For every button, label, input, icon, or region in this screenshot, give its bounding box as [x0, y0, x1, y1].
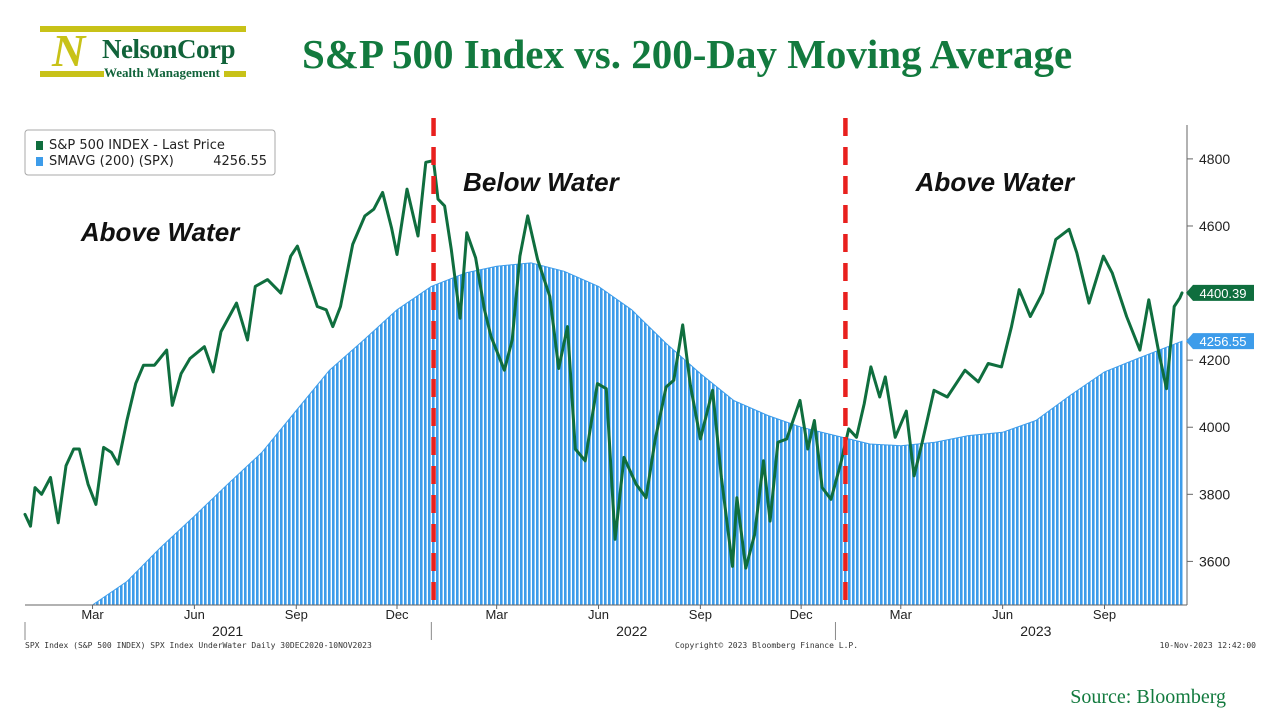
footer-center: Copyright© 2023 Bloomberg Finance L.P.	[675, 641, 858, 650]
sma-area	[90, 262, 1183, 606]
x-month-label: Sep	[285, 607, 308, 622]
y-tick-label: 4000	[1199, 419, 1230, 435]
x-year-label: 2023	[1020, 623, 1051, 639]
regime-annotation: Above Water	[80, 217, 241, 247]
legend-sma-swatch	[36, 157, 43, 166]
x-month-label: Dec	[385, 607, 409, 622]
page-title: S&P 500 Index vs. 200-Day Moving Average	[302, 31, 1073, 77]
sp500-price-line	[23, 159, 1184, 570]
logo-subtitle: Wealth Management	[104, 66, 224, 79]
price-last-tag: 4400.39	[1186, 284, 1254, 301]
x-month-label: Mar	[485, 607, 508, 622]
x-year-label: 2022	[616, 623, 647, 639]
logo-bar-top	[40, 26, 246, 32]
x-month-label: Sep	[1093, 607, 1116, 622]
x-month-label: Mar	[890, 607, 913, 622]
regime-annotation: Above Water	[915, 167, 1076, 197]
source-note: Source: Bloomberg	[1070, 686, 1226, 708]
annotation-layer: Above Water Below Water Above Water	[80, 167, 1076, 247]
y-tick-label: 4200	[1199, 352, 1230, 368]
sma-last-tag-shape	[1186, 333, 1254, 350]
x-year-label: 2021	[212, 623, 243, 639]
footer-left: SPX Index (S&P 500 INDEX) SPX Index Unde…	[25, 641, 372, 650]
legend-box	[24, 129, 276, 176]
x-month-label: Sep	[689, 607, 712, 622]
nelsoncorp-logo: N NelsonCorp Wealth Management	[40, 26, 250, 80]
logo-mark: N	[52, 25, 86, 76]
regime-annotation: Below Water	[463, 167, 620, 197]
divider-layer	[431, 118, 848, 605]
sma-area-layer	[90, 262, 1183, 606]
legend-sma-label: SMAVG (200) (SPX)	[49, 154, 174, 169]
legend-price-swatch	[36, 141, 43, 150]
legend-sma-value: 4256.55	[213, 154, 267, 169]
x-month-label: Jun	[992, 607, 1013, 622]
sma-last-tag-text: 4256.55	[1200, 334, 1247, 349]
footer-right: 10-Nov-2023 12:42:00	[1160, 641, 1257, 650]
x-month-label: Jun	[588, 607, 609, 622]
chart-footer: SPX Index (S&P 500 INDEX) SPX Index Unde…	[25, 641, 1256, 650]
sma-last-tag: 4256.55	[1186, 333, 1254, 350]
legend-price-label: S&P 500 INDEX - Last Price	[49, 138, 225, 153]
logo-name: NelsonCorp	[102, 34, 236, 64]
y-tick-label: 4800	[1199, 151, 1230, 167]
price-last-tag-text: 4400.39	[1200, 286, 1247, 301]
x-month-label: Mar	[81, 607, 104, 622]
legend: S&P 500 INDEX - Last Price SMAVG (200) (…	[24, 129, 276, 176]
y-tick-label: 3800	[1199, 486, 1230, 502]
x-month-label: Jun	[184, 607, 205, 622]
x-month-label: Dec	[790, 607, 814, 622]
y-tick-label: 3600	[1199, 553, 1230, 569]
price-last-tag-shape	[1186, 284, 1254, 301]
y-tick-label: 4600	[1199, 218, 1230, 234]
price-line-layer: 4400.39 4256.55	[23, 159, 1254, 570]
